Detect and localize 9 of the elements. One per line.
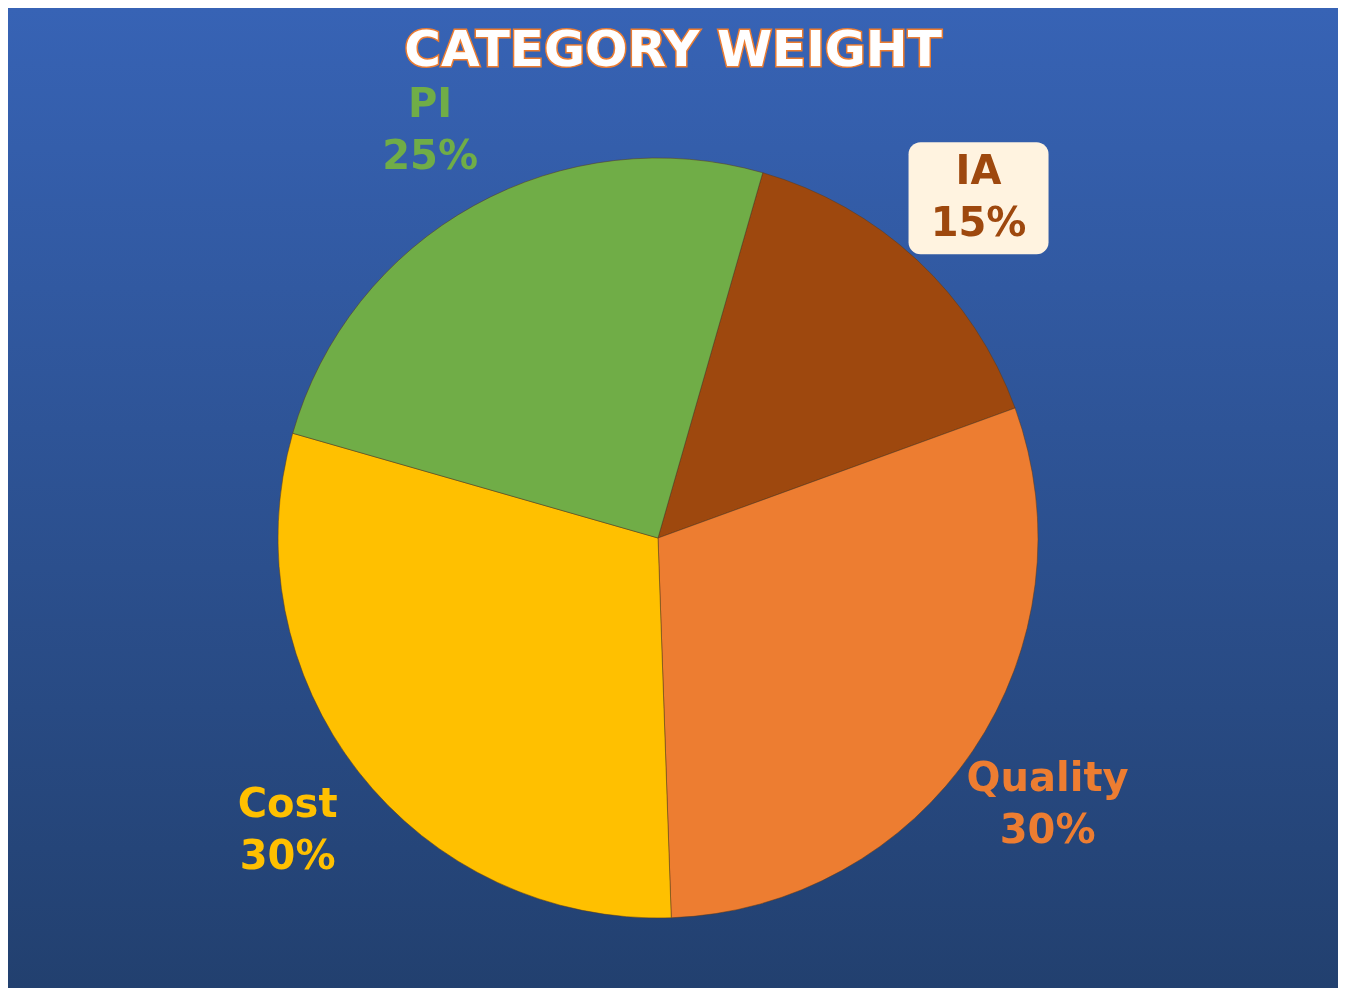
chart-title: CATEGORY WEIGHT <box>404 20 942 78</box>
slice-label: Cost <box>237 780 338 827</box>
data-label: 30% <box>239 832 336 879</box>
slice-label: Quality <box>966 753 1129 800</box>
slice-label: IA <box>955 147 1002 194</box>
data-label: 25% <box>382 131 479 178</box>
data-label: 30% <box>999 805 1096 852</box>
slice-label: PI <box>408 79 453 126</box>
data-label: 15% <box>930 199 1027 246</box>
